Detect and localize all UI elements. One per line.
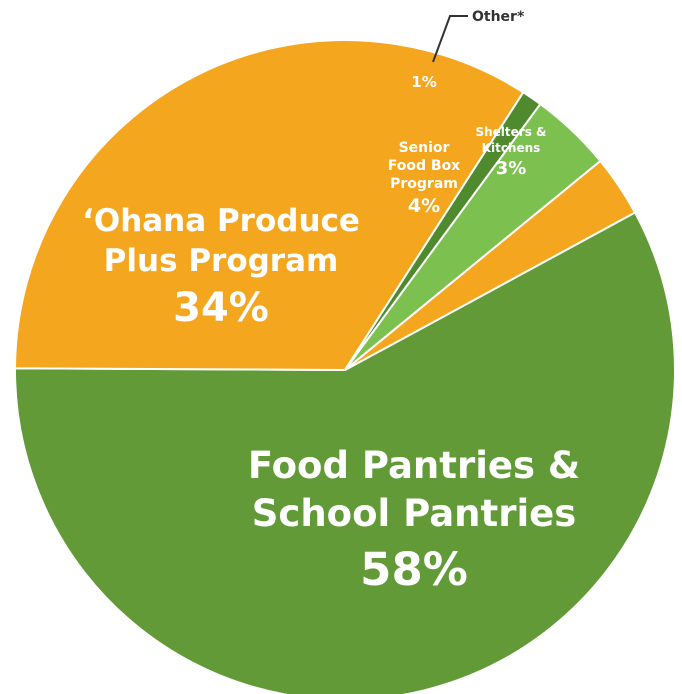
other-callout: Other* bbox=[432, 9, 525, 63]
slice-label-line: Senior bbox=[399, 140, 450, 156]
slice-percent-label: 1% bbox=[411, 73, 436, 91]
slice-label-line: Program bbox=[390, 176, 458, 192]
pie-labels: Food Pantries & School Pantries 58% ‘Ohana … bbox=[82, 73, 580, 596]
other-callout-line bbox=[432, 15, 468, 63]
slice-percent-label: 58% bbox=[360, 543, 468, 596]
slice-percent-label: 4% bbox=[408, 195, 440, 217]
pie-slice bbox=[14, 39, 525, 371]
other-callout-label: Other* bbox=[472, 9, 525, 25]
slice-label-line: ‘Ohana Produce bbox=[82, 203, 360, 239]
pie-slice bbox=[344, 159, 637, 371]
slice-label-line: Plus Program bbox=[104, 243, 339, 279]
slice-label-line: Food Box bbox=[388, 158, 460, 174]
slice-percent-label: 34% bbox=[173, 285, 269, 331]
slice-label-line: Food Pantries & bbox=[248, 444, 580, 487]
pie-slice bbox=[13, 211, 676, 694]
slice-label-line: Kitchens bbox=[482, 141, 541, 155]
slice-label-line: School Pantries bbox=[252, 492, 577, 535]
slice-percent-label: 3% bbox=[496, 158, 527, 179]
slice-label-line: Shelters & bbox=[475, 125, 546, 139]
pie-slices bbox=[13, 39, 676, 694]
